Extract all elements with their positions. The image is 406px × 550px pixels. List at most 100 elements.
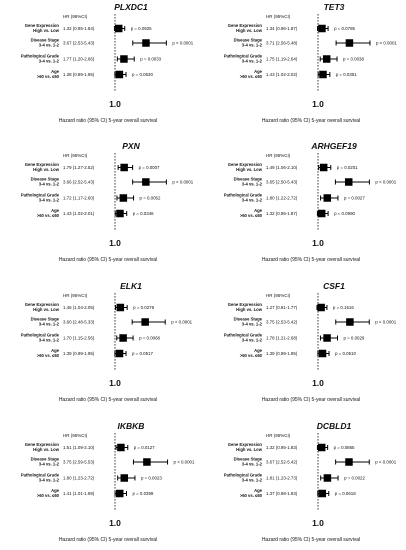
hr-ci-label: 1.75 (1.19-2.64) xyxy=(266,57,298,62)
row-label: Gene Expression xyxy=(228,442,263,447)
hr-point xyxy=(318,349,327,358)
hr-point xyxy=(116,303,125,312)
hr-point xyxy=(323,334,331,342)
row-sublabel: 3-4 vs. 1-2 xyxy=(39,462,60,467)
row-label: Age xyxy=(254,69,263,74)
row-sublabel: 3-4 vs. 1-2 xyxy=(242,462,263,467)
hr-ci-label: 3.65 (2.50-5.43) xyxy=(266,180,298,185)
row-sublabel: 3-4 vs. 1-2 xyxy=(39,182,60,187)
row-sublabel: 3-4 vs. 1-2 xyxy=(39,322,60,327)
hr-ci-label: 1.39 (0.99-1.95) xyxy=(266,351,298,356)
p-value: p = 0.0346 xyxy=(133,211,154,216)
gene-title: PLXDC1 xyxy=(114,2,148,12)
hr-header: HR (95%CI) xyxy=(63,433,88,438)
row-sublabel: High vs. Low xyxy=(236,447,263,452)
row-label: Disease Stage xyxy=(31,38,60,43)
x-tick-label: 1.0 xyxy=(109,378,121,388)
row-label: Disease Stage xyxy=(234,177,263,182)
gene-title: DCBLD1 xyxy=(317,421,352,431)
p-value: p = 0.0785 xyxy=(334,26,355,31)
x-axis-label: Hazard ratio (95% CI) 5-year overall sur… xyxy=(262,118,360,124)
row-label: Pathological Grade xyxy=(21,193,60,198)
x-tick-label: 1.0 xyxy=(312,99,324,109)
gene-title: CSF1 xyxy=(323,281,345,291)
hr-ci-label: 1.39 (0.99-1.95) xyxy=(63,351,95,356)
row-sublabel: 3-4 vs. 1-2 xyxy=(39,338,60,343)
hr-ci-label: 1.51 (1.09-2.10) xyxy=(63,445,95,450)
hr-ci-label: 1.81 (1.23-2.73) xyxy=(266,476,298,481)
row-sublabel: 3-4 vs. 1-2 xyxy=(39,198,60,203)
hr-point xyxy=(345,458,353,466)
hr-point xyxy=(142,178,150,186)
hr-ci-label: 1.32 (0.95-1.83) xyxy=(266,445,298,450)
row-label: Age xyxy=(51,348,60,353)
p-value: p = 0.0517 xyxy=(132,351,153,356)
row-sublabel: >60 vs. ≤60 xyxy=(240,353,263,358)
hr-point xyxy=(323,474,332,482)
row-sublabel: >60 vs. ≤60 xyxy=(37,493,60,498)
hr-point xyxy=(317,303,325,312)
hr-point xyxy=(142,39,150,47)
row-label: Disease Stage xyxy=(234,457,263,462)
row-label: Pathological Grade xyxy=(21,473,60,478)
p-value: p = 0.0033 xyxy=(140,57,161,62)
hr-ci-label: 1.72 (1.17-2.60) xyxy=(63,196,95,201)
row-sublabel: High vs. Low xyxy=(236,167,263,172)
hr-point xyxy=(318,24,326,33)
hr-point xyxy=(319,70,327,79)
hr-point xyxy=(115,70,124,79)
row-label: Gene Expression xyxy=(25,302,60,307)
row-label: Pathological Grade xyxy=(21,54,60,59)
p-value: p = 0.0029 xyxy=(343,336,364,341)
hr-ci-label: 1.78 (1.21-2.68) xyxy=(266,336,298,341)
p-value: p < 0.0001 xyxy=(375,460,396,465)
row-label: Age xyxy=(254,348,263,353)
row-label: Age xyxy=(51,208,60,213)
row-label: Pathological Grade xyxy=(21,333,60,338)
p-value: p = 0.0052 xyxy=(140,196,161,201)
hr-point xyxy=(119,334,127,342)
row-label: Gene Expression xyxy=(25,23,60,28)
hr-point xyxy=(143,458,151,466)
hr-ci-label: 1.43 (1.02-2.02) xyxy=(266,72,298,77)
row-sublabel: 3-4 vs. 1-2 xyxy=(242,59,263,64)
hr-point xyxy=(117,443,125,452)
row-sublabel: 3-4 vs. 1-2 xyxy=(39,478,60,483)
row-sublabel: 3-4 vs. 1-2 xyxy=(242,43,263,48)
hr-point xyxy=(345,39,354,47)
x-axis-label: Hazard ratio (95% CI) 5-year overall sur… xyxy=(262,537,360,543)
hr-point xyxy=(119,194,128,202)
row-sublabel: 3-4 vs. 1-2 xyxy=(242,182,263,187)
row-sublabel: 3-4 vs. 1-2 xyxy=(242,322,263,327)
row-label: Gene Expression xyxy=(228,162,263,167)
p-value: p < 0.0001 xyxy=(172,41,193,46)
x-tick-label: 1.0 xyxy=(109,518,121,528)
row-sublabel: High vs. Low xyxy=(33,167,60,172)
x-tick-label: 1.0 xyxy=(109,99,121,109)
x-tick-label: 1.0 xyxy=(312,238,324,248)
row-label: Gene Expression xyxy=(228,302,263,307)
row-label: Disease Stage xyxy=(234,317,263,322)
row-label: Disease Stage xyxy=(31,317,60,322)
row-label: Age xyxy=(254,208,263,213)
row-label: Age xyxy=(51,488,60,493)
p-value: p = 0.0925 xyxy=(131,26,152,31)
row-sublabel: 3-4 vs. 1-2 xyxy=(242,198,263,203)
p-value: p = 0.0530 xyxy=(132,72,153,77)
hr-point xyxy=(120,474,129,482)
row-sublabel: >60 vs. ≤60 xyxy=(37,74,60,79)
p-value: p = 0.0068 xyxy=(139,336,160,341)
p-value: p < 0.0001 xyxy=(375,320,396,325)
hr-ci-label: 1.38 (0.99-1.95) xyxy=(63,72,95,77)
p-value: p = 0.0618 xyxy=(335,491,356,496)
row-label: Age xyxy=(254,488,263,493)
row-label: Pathological Grade xyxy=(224,473,263,478)
hr-ci-label: 1.27 (0.91-1.77) xyxy=(266,305,298,310)
p-value: p = 0.0007 xyxy=(139,165,160,170)
hr-header: HR (95%CI) xyxy=(266,433,291,438)
row-sublabel: High vs. Low xyxy=(33,28,60,33)
row-label: Gene Expression xyxy=(25,442,60,447)
